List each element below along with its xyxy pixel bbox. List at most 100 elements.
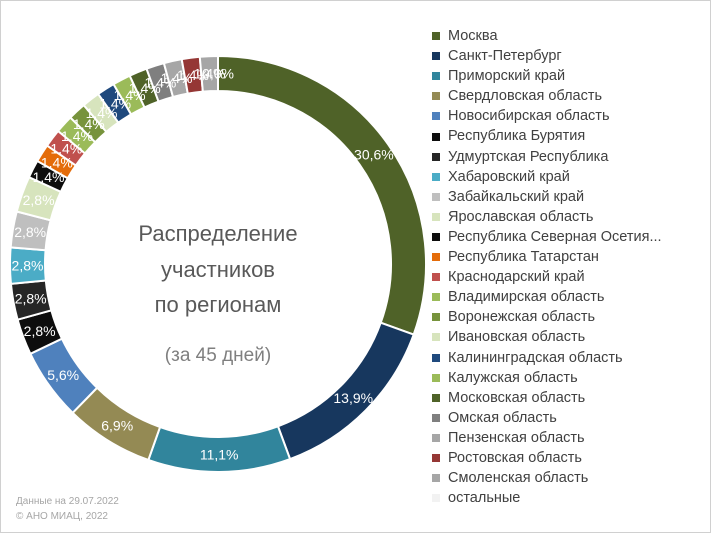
slice-label-1: 13,9% [333,390,373,406]
slice-label-5: 2,8% [24,323,56,339]
legend-item-10: Республика Северная Осетия... [430,227,710,247]
legend-label-19: Омская область [448,409,557,426]
legend-item-16: Калининградская область [430,348,710,368]
slice-label-4: 5,6% [47,367,79,383]
legend-item-11: Республика Татарстан [430,247,710,267]
legend-label-18: Московская область [448,389,586,406]
legend-swatch-11 [432,253,440,262]
slice-label-14: 1,4% [73,116,105,132]
slice-label-13: 1,4% [61,128,93,144]
slice-label-22: 1,4% [194,66,226,82]
slice-label-15: 1,4% [86,105,118,121]
legend-label-15: Ивановская область [448,329,586,346]
legend-label-4: Новосибирская область [448,108,610,125]
legend-swatch-16 [432,353,440,362]
legend-item-4: Новосибирская область [430,106,710,126]
legend-item-15: Ивановская область [430,327,710,347]
legend-label-22: Смоленская область [448,470,589,487]
legend-label-8: Забайкальский край [448,188,585,205]
legend-swatch-5 [432,132,440,141]
legend-swatch-19 [432,413,440,422]
legend-item-6: Удмуртская Республика [430,147,710,167]
legend-item-9: Ярославская область [430,207,710,227]
legend-label-20: Пензенская область [448,429,585,446]
slice-label-20: 1,4% [161,70,193,86]
slice-label-8: 2,8% [14,224,46,240]
legend-label-14: Воронежская область [448,309,596,326]
legend-item-0: Москва [430,26,710,46]
footer-date-note: Данные на 29.07.2022 [16,496,119,507]
legend-swatch-1 [432,52,440,61]
slice-label-19: 1,4% [144,74,176,90]
slice-label-11: 1,4% [41,154,73,170]
legend-swatch-18 [432,393,440,402]
legend-label-12: Краснодарский край [448,269,585,286]
slice-label-2: 11,1% [200,446,239,462]
chart-title-line-3: по регионам [155,292,282,317]
legend-label-0: Москва [448,28,498,44]
slice-label-3: 6,9% [101,418,133,434]
legend-item-21: Ростовская область [430,448,710,468]
legend-swatch-10 [432,232,440,241]
legend-item-18: Московская область [430,388,710,408]
legend-item-17: Калужская область [430,368,710,388]
chart-title-line-2: участников [161,257,275,282]
legend-item-13: Владимирская область [430,287,710,307]
legend-swatch-4 [432,112,440,121]
legend-swatch-13 [432,293,440,302]
legend-swatch-23 [432,494,440,503]
legend-swatch-21 [432,454,440,463]
slice-label-18: 1,4% [129,80,161,96]
legend-item-2: Приморский край [430,66,710,86]
footer-copyright: © АНО МИАЦ, 2022 [16,511,108,522]
legend-swatch-7 [432,172,440,181]
legend-label-2: Приморский край [448,68,566,85]
chart-legend: Москва Санкт-Петербург Приморский край Свер… [430,26,710,508]
slice-label-16: 1,4% [99,96,131,112]
slice-label-12: 1,4% [50,141,82,157]
slice-label-10: 1,4% [33,169,65,185]
slice-label-17: 1,4% [114,87,146,103]
slice-label-21: 1,4% [177,67,209,83]
chart-subtitle: (за 45 дней) [165,345,271,366]
legend-item-20: Пензенская область [430,428,710,448]
legend-item-1: Санкт-Петербург [430,46,710,66]
slice-label-6: 2,8% [15,291,47,307]
legend-label-23: остальные [448,490,521,507]
legend-item-5: Республика Бурятия [430,126,710,146]
legend-label-11: Республика Татарстан [448,249,599,266]
legend-item-3: Свердловская область [430,86,710,106]
legend-label-5: Республика Бурятия [448,128,586,145]
legend-item-8: Забайкальский край [430,187,710,207]
legend-item-19: Омская область [430,408,710,428]
legend-label-10: Республика Северная Осетия... [448,228,662,245]
slice-label-0: 30,6% [354,147,394,163]
donut-chart: 30,6% 13,9% 11,1% 6,9% 5,6% 2,8% 2,8% 2,8% 2,8% 2… [9,54,427,473]
legend-swatch-15 [432,333,440,342]
legend-label-7: Хабаровский край [448,168,570,185]
slice-label-7: 2,8% [12,257,44,273]
legend-label-1: Санкт-Петербург [448,48,562,65]
legend-item-7: Хабаровский край [430,167,710,187]
legend-swatch-0 [432,32,440,41]
legend-label-6: Удмуртская Республика [448,148,609,165]
legend-swatch-17 [432,373,440,382]
legend-label-13: Владимирская область [448,289,605,306]
chart-title-line-1: Распределение [138,221,297,246]
slice-label-23: 0,0% [202,66,234,82]
legend-swatch-20 [432,433,440,442]
legend-swatch-8 [432,192,440,201]
legend-label-16: Калининградская область [448,349,623,366]
legend-swatch-9 [432,212,440,221]
legend-swatch-12 [432,273,440,282]
donut-slices [9,54,427,473]
legend-swatch-22 [432,474,440,483]
legend-item-14: Воронежская область [430,307,710,327]
legend-swatch-6 [432,152,440,161]
legend-label-21: Ростовская область [448,449,582,466]
legend-label-17: Калужская область [448,369,578,386]
legend-swatch-14 [432,313,440,322]
slice-label-9: 2,8% [23,192,55,208]
legend-label-9: Ярославская область [448,208,594,225]
legend-label-3: Свердловская область [448,88,603,105]
